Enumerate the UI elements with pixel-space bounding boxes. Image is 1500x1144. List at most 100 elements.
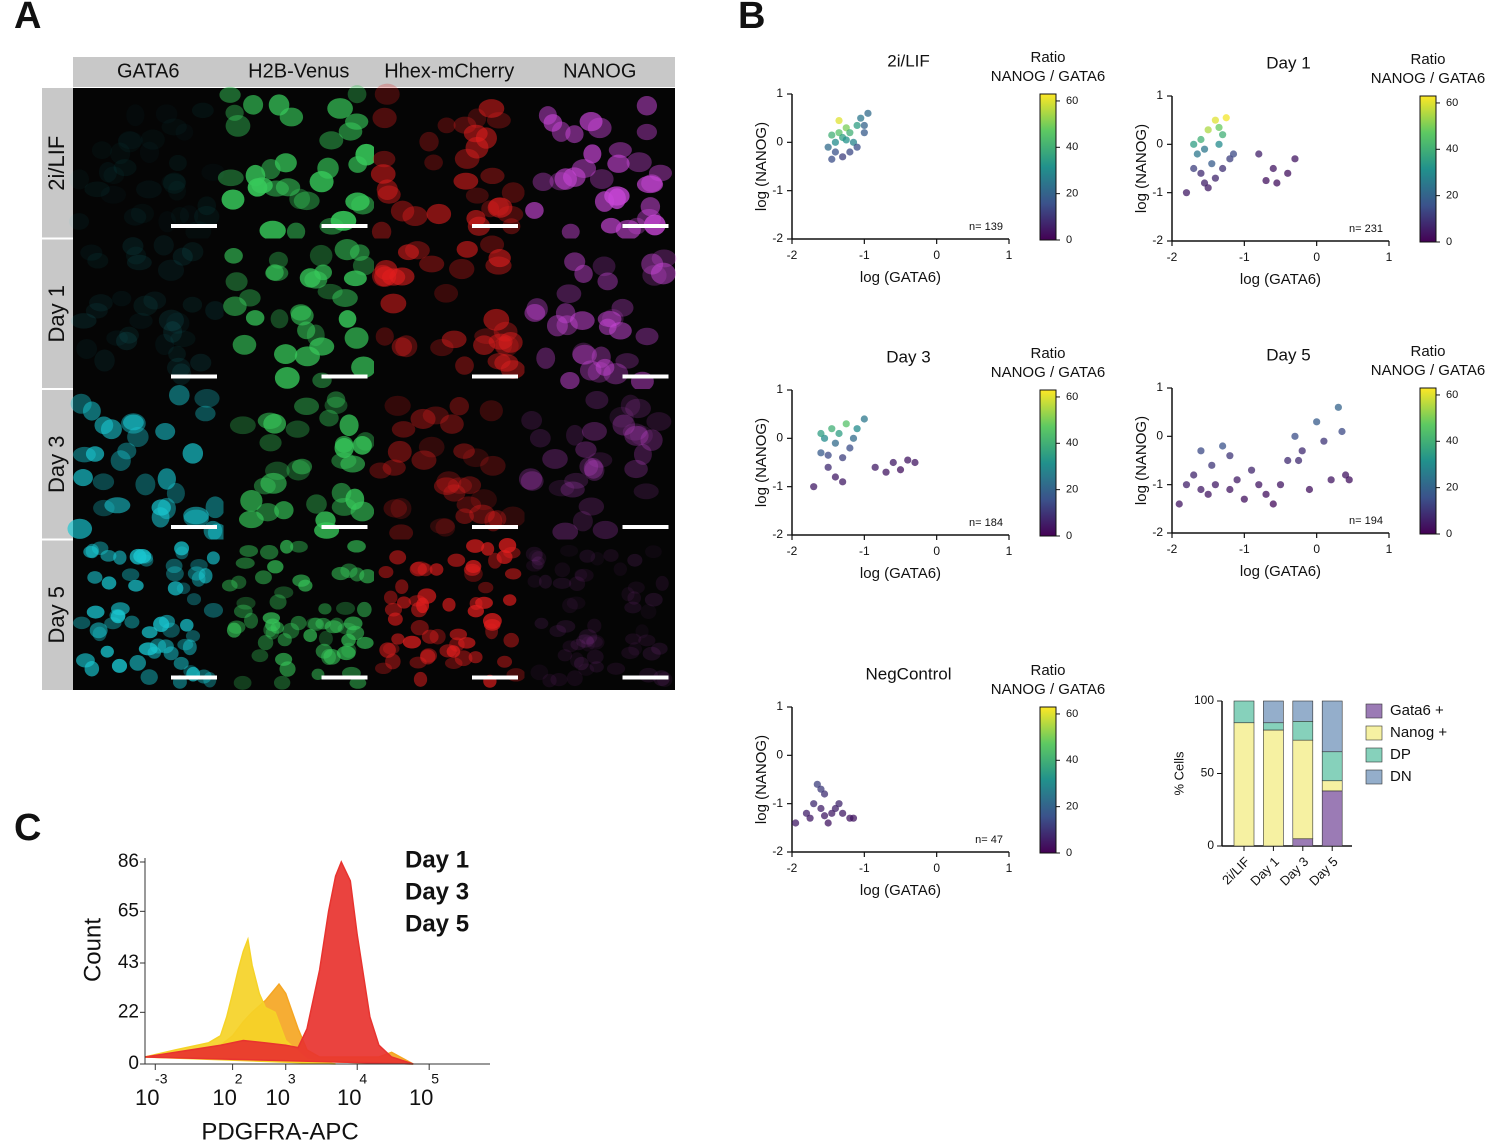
x-tick-label: 1 [1006,544,1013,558]
x-tick-exponent: 4 [359,1071,367,1087]
colorbar-tick-label: 60 [1446,389,1458,401]
nucleus [100,419,122,440]
nucleus [526,559,543,572]
nucleus [390,497,412,520]
nucleus [166,566,184,582]
nucleus [224,248,243,264]
nucleus [494,336,513,356]
nucleus [356,636,374,649]
micrograph [223,389,376,540]
nucleus [340,455,366,473]
y-axis-label: log (NANOG) [753,418,770,507]
colorbar-tick-label: 20 [1066,188,1078,200]
nucleus [165,558,183,574]
column-header: Hhex-mCherry [384,60,514,82]
nucleus [110,609,126,624]
data-point [835,116,843,125]
nucleus [629,425,653,446]
panel-label: C [14,807,41,849]
nucleus [235,557,255,569]
chart-title: Day 3 [886,347,930,366]
micrograph [524,88,675,240]
data-point [1197,135,1205,144]
nucleus [562,167,586,187]
x-tick-label: -1 [859,861,870,875]
data-point [1200,145,1209,153]
nucleus [317,157,339,179]
nucleus [481,542,495,556]
nucleus [635,327,659,346]
nucleus [311,668,325,681]
data-point [849,434,858,442]
x-tick-label: Day 3 [1277,854,1312,889]
micrograph-bg [524,238,675,389]
nucleus [351,356,376,379]
colorbar-label: NANOG / GATA6 [991,681,1105,698]
nucleus [565,125,584,144]
micrograph [524,539,675,690]
nucleus [372,150,396,168]
nucleus [555,303,576,324]
nucleus [557,649,573,662]
nucleus [453,443,475,459]
data-point [1345,476,1353,484]
colorbar-tick-label: 0 [1066,847,1072,859]
nucleus [158,309,184,332]
nucleus [587,452,613,468]
nucleus [318,603,332,615]
nucleus [591,346,611,368]
column-header: NANOG [563,60,636,82]
data-point [806,814,814,822]
nucleus [331,497,357,516]
x-tick-exponent: -3 [155,1071,168,1087]
colorbar-label: NANOG / GATA6 [1371,362,1485,379]
nucleus [245,164,266,187]
nucleus [581,636,595,652]
y-tick-label: -1 [1152,477,1163,491]
nucleus [455,508,474,525]
nucleus [548,479,575,497]
y-axis-label: log (NANOG) [1133,416,1150,505]
nucleus [488,249,511,268]
x-axis-label: log (GATA6) [1240,563,1321,580]
nucleus [194,389,220,408]
data-point [864,109,872,117]
colorbar-tick-label: 40 [1446,143,1458,155]
nucleus [625,398,651,419]
nucleus [480,235,505,254]
nucleus [449,258,475,280]
data-point [1284,456,1292,465]
nucleus [274,344,298,365]
x-axis-label: log (GATA6) [860,269,941,286]
nucleus [497,655,513,668]
nucleus [110,142,131,165]
x-tick-label: -2 [787,544,798,558]
data-point [1313,418,1321,426]
data-point [849,814,858,822]
data-point [853,425,861,433]
legend-swatch [1365,769,1383,785]
micrograph [223,238,376,389]
nucleus [453,172,479,190]
nucleus [121,568,140,582]
data-point [1222,114,1230,122]
nucleus [475,596,493,609]
nucleus [648,164,672,182]
colorbar-label: Ratio [1410,343,1445,360]
row-header: Day 3 [44,436,69,493]
nucleus [277,633,292,647]
annotation: n= 47 [975,834,1003,846]
data-point [853,143,861,151]
micrograph-bg [73,238,224,389]
nucleus [172,247,193,266]
y-tick-label: 1 [776,86,783,100]
data-point [853,121,861,130]
nucleus [442,597,456,612]
nucleus [430,338,454,357]
y-tick-label: 50 [1201,766,1215,780]
nucleus [115,331,138,351]
data-point [871,463,879,471]
micrograph [221,539,376,690]
x-tick-label: -2 [787,248,798,262]
